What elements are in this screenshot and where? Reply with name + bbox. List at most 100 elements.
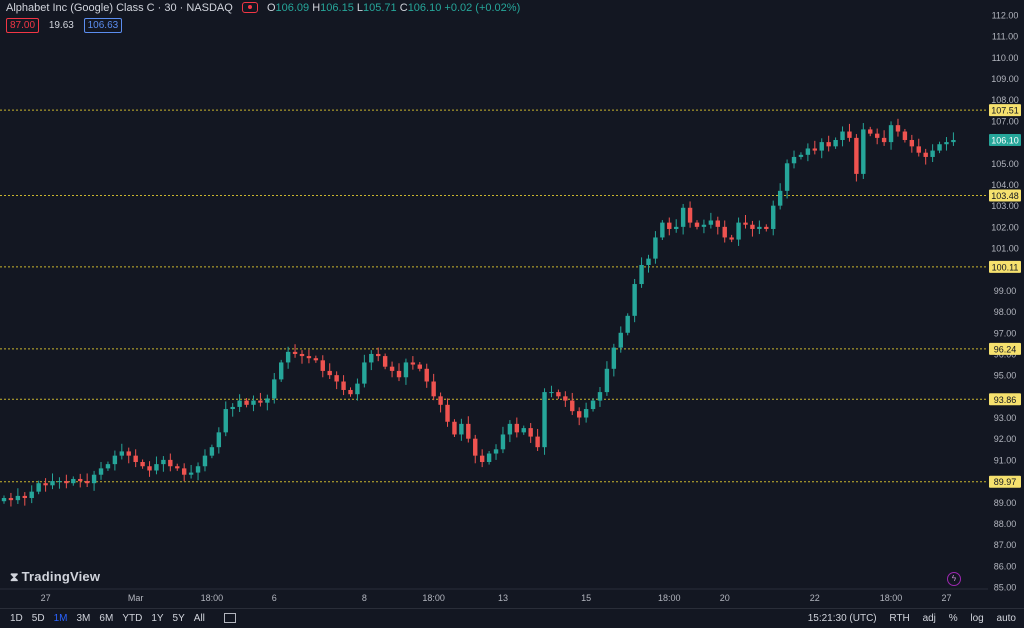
visibility-eye-icon[interactable] xyxy=(241,1,258,13)
auto-toggle[interactable]: auto xyxy=(996,613,1016,624)
range-button-3m[interactable]: 3M xyxy=(76,613,91,624)
range-button-all[interactable]: All xyxy=(193,613,205,624)
candle xyxy=(202,449,208,472)
candle xyxy=(639,257,644,288)
adj-toggle[interactable]: adj xyxy=(922,613,936,624)
candle xyxy=(126,447,131,464)
range-button-1m[interactable]: 1M xyxy=(53,613,68,624)
utc-clock[interactable]: 15:21:30 (UTC) xyxy=(807,613,877,624)
change-value: +0.02 (+0.02%) xyxy=(444,2,521,14)
price-tick-label: 87.00 xyxy=(994,540,1017,550)
range-button-6m[interactable]: 6M xyxy=(99,613,114,624)
price-axis: 112.00 111.00 110.00 109.00 108.00 107.00 106.… xyxy=(991,11,1019,593)
level-label: 103.48 xyxy=(989,189,1021,202)
range-button-ytd[interactable]: YTD xyxy=(122,613,143,624)
candle xyxy=(951,132,956,146)
candle xyxy=(15,488,21,504)
candle xyxy=(91,470,97,491)
price-tick-label: 111.00 xyxy=(992,32,1018,42)
time-tick-label: 20 xyxy=(720,593,730,603)
candle xyxy=(341,375,346,396)
candle xyxy=(466,416,471,443)
candle xyxy=(486,450,492,465)
candle xyxy=(147,461,152,477)
time-tick-label: 18:00 xyxy=(201,593,224,603)
candle xyxy=(784,159,790,199)
candle xyxy=(403,358,409,385)
candle xyxy=(438,392,443,413)
candle xyxy=(195,462,201,481)
candle xyxy=(542,388,547,455)
level-label: 96.24 xyxy=(989,342,1021,355)
bottom-right-controls: 15:21:30 (UTC) RTH adj % log auto xyxy=(798,613,1016,624)
candle xyxy=(743,214,748,229)
tradingview-logo[interactable]: ⧗ TradingView xyxy=(10,569,100,585)
range-button-1y[interactable]: 1Y xyxy=(151,613,164,624)
candle xyxy=(764,224,769,232)
candle xyxy=(369,350,374,371)
candle xyxy=(216,427,222,454)
candle xyxy=(625,313,630,336)
candle xyxy=(549,385,554,398)
time-tick-label: 8 xyxy=(362,593,367,603)
candle xyxy=(417,362,422,372)
open-value: 106.09 xyxy=(275,2,310,14)
price-tick-label: 95.00 xyxy=(994,371,1017,381)
symbol-title[interactable]: Alphabet Inc (Google) Class C · 30 · NAS… xyxy=(6,2,233,14)
time-tick-label: 6 xyxy=(272,593,277,603)
svg-text:100.11: 100.11 xyxy=(992,262,1019,272)
price-tick-label: 102.00 xyxy=(991,222,1019,232)
goto-date-icon[interactable] xyxy=(223,613,236,624)
candle xyxy=(244,398,249,408)
candle xyxy=(431,373,436,401)
lightning-icon[interactable]: ϟ xyxy=(947,572,961,586)
candle xyxy=(604,361,610,396)
ohlc-values: O106.09 H106.15 L105.71 C106.10 +0.02 (+… xyxy=(267,2,520,14)
candle xyxy=(576,407,582,426)
candle xyxy=(348,387,353,397)
buy-price-badge[interactable]: 106.63 xyxy=(83,18,123,33)
candle xyxy=(708,212,714,229)
time-axis: 27 Mar 18:00 6 8 18:00 13 15 18:00 20 22 18:00 27 xyxy=(0,588,988,603)
candle xyxy=(382,353,388,370)
candle xyxy=(493,444,499,460)
candle xyxy=(389,361,395,378)
candle xyxy=(327,363,332,379)
level-label: 107.51 xyxy=(989,104,1021,117)
open-label: O xyxy=(266,2,276,14)
range-button-1d[interactable]: 1D xyxy=(10,613,23,624)
close-value: 106.10 xyxy=(407,2,442,14)
candle xyxy=(805,143,811,162)
candle xyxy=(680,203,686,235)
low-label: L xyxy=(356,2,364,14)
candle xyxy=(611,343,617,377)
log-toggle[interactable]: log xyxy=(970,613,984,624)
candle xyxy=(916,138,921,157)
range-button-5d[interactable]: 5D xyxy=(31,613,45,624)
percent-toggle[interactable]: % xyxy=(948,613,958,624)
candle xyxy=(188,464,194,479)
rth-toggle[interactable]: RTH xyxy=(889,613,910,624)
range-button-5y[interactable]: 5Y xyxy=(172,613,185,624)
price-tick-label: 86.00 xyxy=(994,561,1017,571)
candle xyxy=(535,428,540,451)
low-value: 105.71 xyxy=(363,2,397,14)
candle xyxy=(729,234,734,243)
candle xyxy=(285,346,291,369)
price-tick-label: 85.00 xyxy=(994,583,1017,593)
price-tick-label: 105.00 xyxy=(991,159,1019,169)
candle xyxy=(1,495,7,504)
candle xyxy=(750,220,755,237)
price-tick-label: 93.00 xyxy=(994,413,1017,423)
price-chart[interactable]: 112.00 111.00 110.00 109.00 108.00 107.00 106.… xyxy=(0,0,1024,608)
candle xyxy=(930,144,935,163)
price-tick-label: 107.00 xyxy=(991,116,1019,126)
candle xyxy=(445,398,450,427)
sell-price-badge[interactable]: 87.00 xyxy=(6,18,40,33)
candle xyxy=(223,401,228,437)
candle xyxy=(209,444,215,459)
tradingview-mark-icon: ⧗ xyxy=(10,570,19,584)
level-label: 93.86 xyxy=(989,393,1021,406)
time-tick-label: 18:00 xyxy=(658,593,681,603)
price-tick-label: 92.00 xyxy=(994,434,1017,444)
